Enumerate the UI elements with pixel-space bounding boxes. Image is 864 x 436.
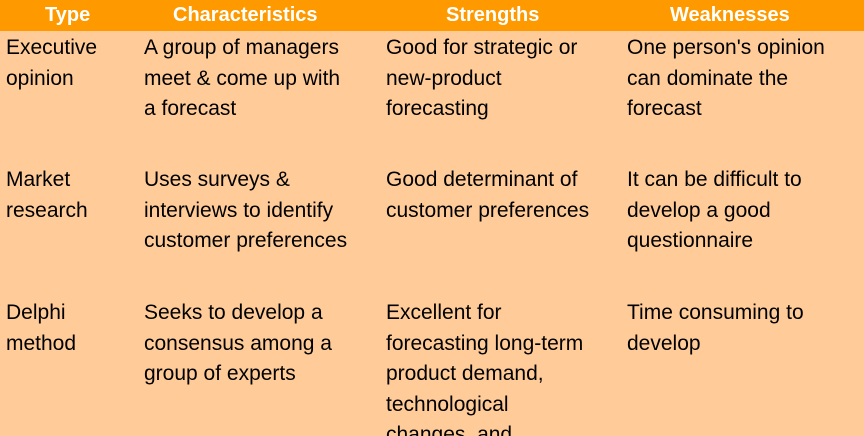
cell-line: technological bbox=[386, 392, 509, 416]
row-3-type-cell: Delphi method bbox=[6, 298, 76, 359]
cell-line: Excellent for bbox=[386, 301, 502, 324]
cell-line: Uses surveys & bbox=[144, 168, 290, 191]
row-2-weaknesses-cell: It can be difficult to develop a good qu… bbox=[627, 165, 802, 257]
header-strengths: Strengths bbox=[446, 4, 540, 26]
cell-line: consensus among a bbox=[144, 331, 332, 355]
row-1-characteristics-cell: A group of managers meet & come up with … bbox=[144, 33, 340, 125]
cell-line: develop a good bbox=[627, 198, 771, 222]
cell-line: meet & come up with bbox=[144, 66, 341, 90]
cell-line: develop bbox=[627, 331, 701, 355]
header-type: Type bbox=[45, 4, 91, 26]
cell-line: customer preferences bbox=[144, 229, 348, 252]
cell-line: opinion bbox=[6, 66, 74, 90]
cell-line: Seeks to develop a bbox=[144, 301, 323, 324]
cell-line: changes, and bbox=[386, 423, 513, 436]
header-weaknesses: Weaknesses bbox=[670, 4, 790, 26]
table-header-row: Type Characteristics Strengths Weaknesse… bbox=[0, 0, 864, 31]
cell-line: interviews to identify bbox=[144, 198, 334, 222]
cell-line: a forecast bbox=[144, 97, 237, 120]
row-3-strengths-cell: Excellent for forecasting long-term prod… bbox=[386, 298, 583, 436]
cell-line: Market bbox=[6, 168, 71, 191]
row-2-characteristics-cell: Uses surveys & interviews to identify cu… bbox=[144, 165, 347, 257]
cell-line: customer preferences bbox=[386, 198, 590, 222]
cell-line: Time consuming to bbox=[627, 301, 804, 324]
row-2-type-cell: Market research bbox=[6, 165, 88, 226]
cell-line: A group of managers bbox=[144, 36, 339, 59]
cell-line: Good for strategic or bbox=[386, 36, 578, 59]
row-1-strengths-cell: Good for strategic or new-product foreca… bbox=[386, 33, 577, 125]
cell-line: product demand, bbox=[386, 362, 544, 385]
cell-line: It can be difficult to bbox=[627, 168, 802, 191]
cell-line: forecast bbox=[627, 97, 702, 120]
cell-line: questionnaire bbox=[627, 229, 754, 252]
cell-line: forecasting bbox=[386, 97, 489, 120]
cell-line: new-product bbox=[386, 66, 502, 90]
cell-line: forecasting long-term bbox=[386, 331, 584, 355]
row-3-weaknesses-cell: Time consuming to develop bbox=[627, 298, 804, 359]
cell-line: Good determinant of bbox=[386, 168, 578, 191]
row-1-weaknesses-cell: One person's opinion can dominate the fo… bbox=[627, 33, 825, 125]
row-2-strengths-cell: Good determinant of customer preferences bbox=[386, 165, 589, 226]
row-1-type-cell: Executive opinion bbox=[6, 33, 97, 94]
cell-line: can dominate the bbox=[627, 66, 789, 90]
cell-line: group of experts bbox=[144, 362, 296, 385]
row-3-characteristics-cell: Seeks to develop a consensus among a gro… bbox=[144, 298, 332, 390]
header-characteristics: Characteristics bbox=[173, 4, 318, 26]
cell-line: Executive bbox=[6, 36, 98, 59]
cell-line: Delphi bbox=[6, 301, 66, 324]
cell-line: research bbox=[6, 198, 88, 222]
cell-line: method bbox=[6, 331, 77, 355]
cell-line: One person's opinion bbox=[627, 36, 825, 59]
